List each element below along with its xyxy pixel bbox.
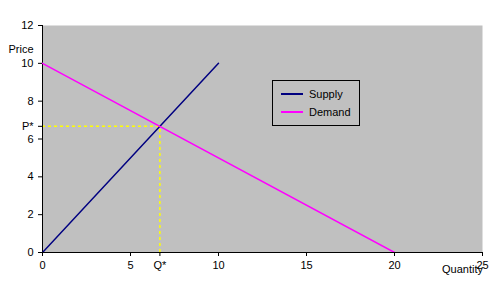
svg-text:10: 10 — [21, 57, 33, 69]
html-text:Supply: Supply — [309, 88, 343, 100]
svg-text:2: 2 — [27, 208, 33, 220]
svg-text:Price: Price — [9, 43, 34, 55]
svg-text:8: 8 — [27, 95, 33, 107]
html-text:Demand: Demand — [309, 106, 351, 118]
svg-text:P*: P* — [22, 120, 34, 132]
svg-text:0: 0 — [39, 259, 45, 271]
svg-text:Quantity: Quantity — [442, 263, 483, 275]
svg-text:5: 5 — [127, 259, 133, 271]
svg-text:12: 12 — [21, 19, 33, 31]
svg-text:4: 4 — [27, 170, 33, 182]
svg-text:20: 20 — [388, 259, 400, 271]
svg-text:Q*: Q* — [153, 259, 167, 271]
svg-text:10: 10 — [212, 259, 224, 271]
svg-text:15: 15 — [300, 259, 312, 271]
svg-text:0: 0 — [27, 246, 33, 258]
svg-text:6: 6 — [27, 133, 33, 145]
